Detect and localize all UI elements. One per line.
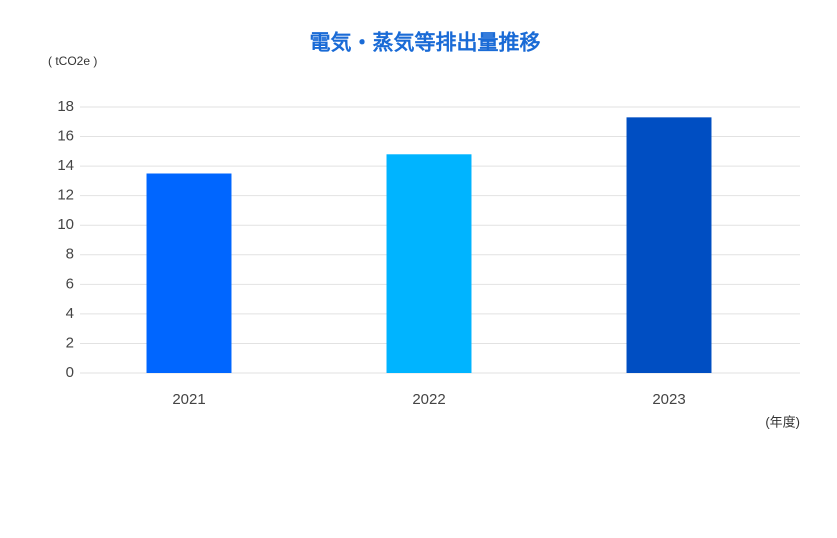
bar [386,154,472,373]
y-tick-label: 6 [66,275,74,292]
y-tick-label: 4 [66,305,74,322]
x-axis-label: (年度) [765,414,800,429]
bar [146,173,232,373]
bar [626,117,712,373]
y-tick-label: 18 [57,98,74,115]
y-axis-label: ( tCO2e ) [48,54,97,68]
y-tick-label: 16 [57,128,74,145]
y-tick-label: 2 [66,334,74,351]
y-tick-label: 0 [66,364,74,381]
y-tick-label: 10 [57,216,74,233]
x-tick-label: 2022 [412,391,445,408]
y-tick-label: 12 [57,187,74,204]
y-tick-label: 8 [66,246,74,263]
chart-title: 電気・蒸気等排出量推移 [310,31,541,55]
x-tick-label: 2021 [172,391,205,408]
x-tick-label: 2023 [652,391,685,408]
y-tick-label: 14 [57,157,74,174]
